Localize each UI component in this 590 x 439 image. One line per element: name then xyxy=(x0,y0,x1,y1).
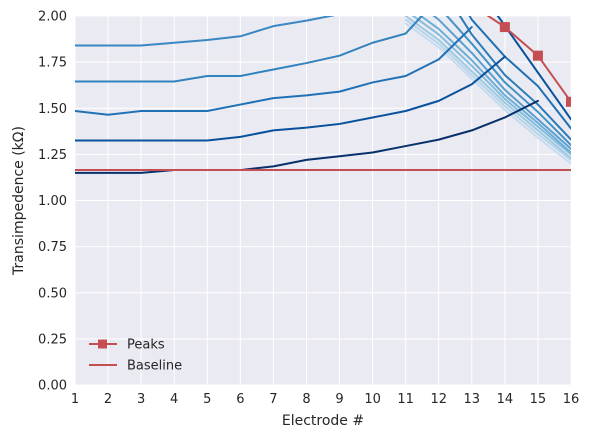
series-line-falling xyxy=(445,16,571,147)
grid xyxy=(74,15,572,386)
series-line-falling xyxy=(411,16,571,156)
y-tick-label: 0.00 xyxy=(38,379,67,394)
series-layer xyxy=(75,0,571,174)
series-line-falling xyxy=(404,16,571,160)
series-line-falling xyxy=(404,22,571,165)
y-axis-label: Transimpedence (kΩ) xyxy=(11,126,27,276)
series-line-falling xyxy=(404,18,571,161)
x-tick-label: 16 xyxy=(563,392,580,407)
y-tick-label: 1.00 xyxy=(38,194,67,209)
y-tick-label: 0.25 xyxy=(38,332,67,347)
y-tick-label: 2.00 xyxy=(38,10,67,25)
x-axis-label: Electrode # xyxy=(282,413,364,429)
x-tick-label: 10 xyxy=(364,392,381,407)
x-tick-label: 13 xyxy=(464,392,481,407)
x-tick-label: 14 xyxy=(497,392,514,407)
x-tick-label: 2 xyxy=(104,392,112,407)
x-tick-label: 6 xyxy=(236,392,244,407)
y-tick-label: 0.75 xyxy=(38,240,67,255)
peak-marker xyxy=(467,0,477,10)
x-tick-label: 8 xyxy=(302,392,310,407)
series-line-falling xyxy=(419,16,571,154)
legend-peaks-marker xyxy=(98,339,107,349)
series-line-rising xyxy=(75,99,539,174)
peak-marker xyxy=(566,96,571,107)
x-tick-label: 9 xyxy=(335,392,343,407)
series-line-rising xyxy=(75,26,473,116)
y-tick-label: 1.75 xyxy=(38,56,67,71)
series-line-falling xyxy=(458,16,571,141)
x-tick-label: 15 xyxy=(530,392,547,407)
peaks-line xyxy=(486,16,571,103)
peak-marker xyxy=(499,22,510,33)
y-tick-label: 1.25 xyxy=(38,148,67,163)
x-tick-label: 1 xyxy=(71,392,79,407)
legend-peaks-label: Peaks xyxy=(127,338,165,353)
x-tick-label: 12 xyxy=(430,392,447,407)
series-line-rising xyxy=(75,16,336,47)
x-tick-labels: 1 2 3 4 5 6 7 8 9 10 11 12 13 14 15 16 xyxy=(71,392,579,407)
x-tick-label: 7 xyxy=(269,392,277,407)
peak-marker xyxy=(532,50,543,61)
x-tick-label: 3 xyxy=(137,392,145,407)
y-tick-labels: 0.00 0.25 0.50 0.75 1.00 1.25 1.50 1.75 2.00 xyxy=(38,10,67,394)
series-line-rising xyxy=(75,55,506,142)
x-tick-label: 5 xyxy=(203,392,211,407)
x-tick-label: 11 xyxy=(397,392,414,407)
series-line-rising xyxy=(75,16,424,83)
legend: Peaks Baseline xyxy=(89,338,182,374)
legend-baseline-label: Baseline xyxy=(127,359,182,374)
y-tick-label: 0.50 xyxy=(38,286,67,301)
series-line-falling xyxy=(496,16,571,121)
y-tick-label: 1.50 xyxy=(38,102,67,117)
x-tick-label: 4 xyxy=(170,392,178,407)
